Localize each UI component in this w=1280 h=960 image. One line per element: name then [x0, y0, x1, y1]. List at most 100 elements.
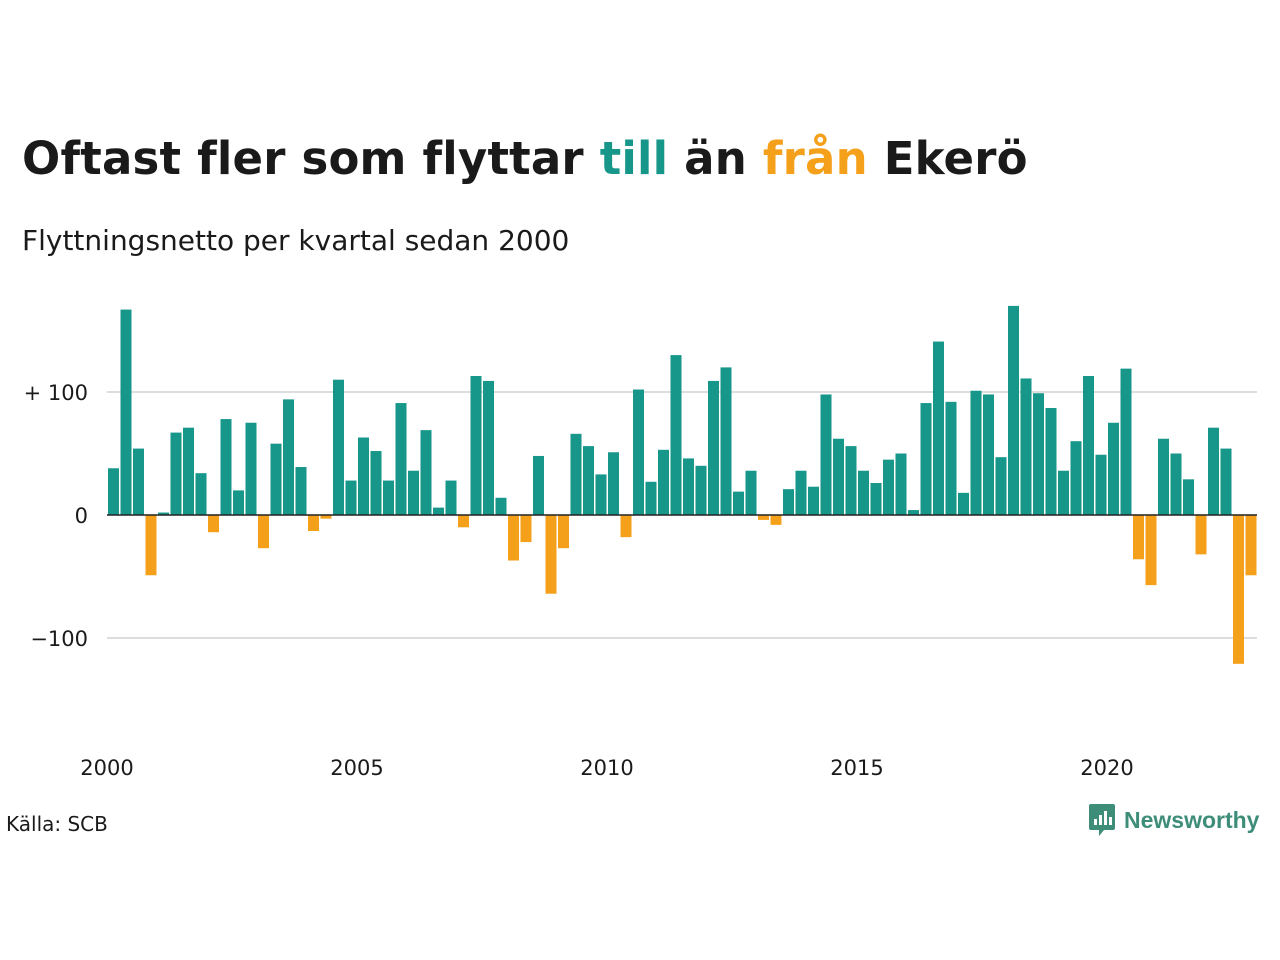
bar-negative [558, 515, 569, 549]
bar-positive [333, 379, 344, 515]
title-word-fran: från [762, 132, 868, 185]
bar-positive [908, 510, 919, 515]
x-tick-label: 2020 [1080, 756, 1133, 780]
bar-positive [533, 455, 544, 515]
bar-positive [583, 446, 594, 515]
bar-positive [358, 437, 369, 515]
bar-positive [433, 507, 444, 515]
bar-positive [133, 448, 144, 515]
bar-positive [970, 390, 982, 515]
bar-positive [1220, 448, 1232, 515]
bar-positive [945, 401, 957, 515]
bar-negative [770, 515, 782, 525]
title-word-till: till [599, 132, 669, 185]
bar-negative [545, 515, 557, 594]
bar-positive [645, 481, 657, 515]
bar-positive [570, 433, 582, 515]
bar-negative [508, 515, 519, 561]
bar-positive [983, 394, 994, 515]
bar-positive [670, 355, 682, 515]
bar-positive [958, 492, 969, 515]
bar-positive [820, 394, 832, 515]
bar-positive [808, 486, 819, 515]
bar-positive [195, 473, 207, 515]
chart-title: Oftast fler som flyttar till än från Eke… [22, 132, 1028, 185]
axis: + 100 0 −100 2000 2005 2010 2015 2020 [24, 381, 1257, 780]
bar-positive [170, 432, 182, 515]
bar-positive [683, 458, 694, 515]
y-tick-label: + 100 [24, 381, 88, 405]
bar-positive [1045, 407, 1057, 515]
bar-negative [520, 515, 532, 543]
bar-negative [1195, 515, 1207, 555]
bar-positive [470, 376, 482, 515]
grid-lines [107, 391, 1257, 639]
bar-negative [145, 515, 157, 576]
bar-positive [283, 399, 294, 515]
bar-positive [408, 470, 419, 515]
bar-positive [608, 452, 619, 515]
bar-positive [1158, 438, 1169, 515]
bar-positive [1108, 422, 1119, 515]
bar-positive [1008, 305, 1019, 515]
bar-positive [1183, 479, 1194, 515]
bar-positive [383, 480, 394, 515]
bar-positive [1020, 378, 1032, 515]
bar-positive [345, 480, 357, 515]
bar-positive [183, 427, 194, 515]
bar-negative [1233, 515, 1244, 664]
bar-positive [1070, 441, 1082, 515]
bar-positive [695, 465, 707, 515]
y-tick-label: −100 [30, 627, 88, 651]
bar-negative [458, 515, 469, 528]
x-tick-label: 2015 [830, 756, 883, 780]
bar-positive [108, 468, 119, 515]
chart-bubble-icon [1089, 804, 1115, 836]
bar-positive [995, 457, 1007, 515]
bar-positive [595, 474, 607, 515]
bar-positive [483, 380, 494, 515]
bar-positive [658, 449, 669, 515]
bar-positive [795, 470, 807, 515]
bar-positive [870, 483, 882, 515]
bar-positive [858, 470, 869, 515]
bar-negative [758, 515, 769, 520]
bar-positive [270, 443, 282, 515]
bar-positive [633, 389, 644, 515]
x-tick-label: 2010 [580, 756, 633, 780]
bar-positive [1033, 393, 1044, 515]
title-part-2: än [668, 132, 763, 185]
title-part-3: Ekerö [867, 132, 1028, 185]
title-part-1: Oftast fler som flyttar [22, 132, 600, 185]
bar-positive [420, 430, 432, 515]
bar-positive [220, 419, 232, 515]
bar-positive [708, 380, 719, 515]
bar-positive [720, 367, 732, 515]
x-tick-label: 2005 [330, 756, 383, 780]
bar-positive [295, 467, 307, 515]
y-tick-label: 0 [75, 504, 88, 528]
bar-positive [933, 341, 944, 515]
bar-negative [208, 515, 219, 533]
bar-positive [1120, 368, 1132, 515]
bar-positive [733, 491, 744, 515]
bar-positive [233, 490, 244, 515]
bar-positive [845, 446, 857, 515]
bar-positive [120, 309, 132, 515]
bar-positive [1095, 454, 1107, 515]
bar-positive [1058, 470, 1069, 515]
bar-positive [895, 453, 907, 515]
bar-positive [1170, 453, 1182, 515]
bar-positive [883, 459, 894, 515]
bar-positive [245, 422, 257, 515]
bars [108, 305, 1257, 664]
bar-negative [1245, 515, 1257, 576]
bar-positive [783, 489, 794, 515]
bar-positive [445, 480, 457, 515]
bar-negative [1145, 515, 1157, 586]
logo-text: Newsworthy [1124, 806, 1260, 833]
bar-negative [620, 515, 632, 538]
bar-positive [370, 451, 382, 515]
bar-positive [745, 470, 757, 515]
